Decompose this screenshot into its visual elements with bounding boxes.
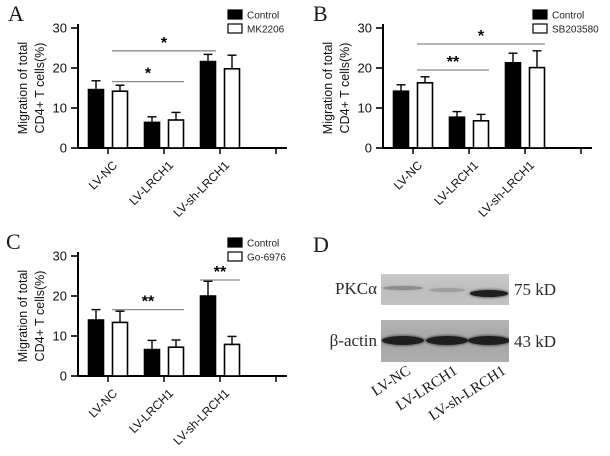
bar-control-lv-lrch1 <box>448 116 466 149</box>
bar-mk2206-lv-sh-lrch1 <box>223 68 241 149</box>
y-axis-label-line2: CD4+ T cells(%) <box>338 43 352 134</box>
blot-band-lv-sh-lrch1 <box>468 336 509 345</box>
legend-label-sb203580: SB203580 <box>552 25 599 36</box>
bar-control-lv-sh-lrch1 <box>199 295 217 377</box>
bar-control-lv-sh-lrch1 <box>504 61 522 149</box>
y-axis-label-line1: Migration of total <box>16 270 30 362</box>
molecular-weight-label-43kd: 43 kD <box>514 332 557 351</box>
bar-control-lv-nc <box>87 319 105 377</box>
panel-d-letter: D <box>313 232 329 257</box>
legend-label-control: Control <box>552 11 584 22</box>
legend-label-go-6976: Go-6976 <box>247 253 286 264</box>
beta-actin-blot-image <box>381 320 509 362</box>
y-tick-label: 20 <box>53 289 67 304</box>
legend-swatch-control <box>227 237 243 248</box>
y-tick-label: 0 <box>365 141 372 156</box>
bar-control-lv-sh-lrch1 <box>199 60 217 149</box>
y-tick-label: 0 <box>60 141 67 156</box>
bar-go-6976-lv-nc <box>111 321 129 377</box>
legend-swatch-go-6976 <box>227 251 243 262</box>
panel-c-letter: C <box>6 229 21 254</box>
x-category-label: LV-sh-LRCH1 <box>171 386 233 448</box>
x-category-label: LV-LRCH1 <box>431 158 481 208</box>
significance-asterisk: ** <box>214 264 227 281</box>
y-tick-label: 30 <box>358 21 372 36</box>
blot-band-lv-nc <box>382 336 424 345</box>
blot-band-lv-nc <box>383 286 423 290</box>
x-category-label: LV-sh-LRCH1 <box>171 158 233 220</box>
bar-mk2206-lv-nc <box>111 90 129 149</box>
bar-control-lv-lrch1 <box>143 121 161 149</box>
x-category-label: LV-sh-LRCH1 <box>476 158 538 220</box>
bar-sb203580-lv-nc <box>416 82 434 149</box>
y-axis-label-line2: CD4+ T cells(%) <box>33 271 47 362</box>
bar-control-lv-nc <box>392 90 410 149</box>
x-category-label: LV-NC <box>391 158 425 192</box>
bar-sb203580-lv-sh-lrch1 <box>528 66 546 149</box>
y-tick-label: 20 <box>358 61 372 76</box>
y-axis-label-line1: Migration of total <box>16 42 30 134</box>
y-tick-label: 10 <box>53 329 67 344</box>
panel-d-western-blot: PKCα 75 kD β-actin 43 kD LV-NC LV-LRCH1 LV… <box>305 228 610 456</box>
x-category-label: LV-NC <box>86 158 120 192</box>
bar-go-6976-lv-sh-lrch1 <box>223 343 241 377</box>
y-tick-label: 20 <box>53 61 67 76</box>
blot-band-lv-lrch1 <box>426 336 468 345</box>
significance-asterisk: ** <box>447 54 460 71</box>
y-tick-label: 10 <box>53 101 67 116</box>
bar-control-lv-lrch1 <box>143 348 161 377</box>
bar-control-lv-nc <box>87 88 105 149</box>
y-axis-label-line1: Migration of total <box>321 42 335 134</box>
pkc-alpha-blot-image <box>381 274 509 305</box>
x-category-label: LV-NC <box>86 386 120 420</box>
molecular-weight-label-75kd: 75 kD <box>514 280 557 299</box>
bar-mk2206-lv-lrch1 <box>167 119 185 149</box>
legend-swatch-mk2206 <box>227 23 243 34</box>
y-tick-label: 0 <box>60 369 67 384</box>
blot-band-lv-sh-lrch1 <box>470 290 508 297</box>
legend-label-control: Control <box>247 11 279 22</box>
panel-b-letter: B <box>313 1 328 26</box>
y-tick-label: 30 <box>53 21 67 36</box>
legend-label-mk2206: MK2206 <box>247 25 285 36</box>
legend-swatch-control <box>532 9 548 20</box>
bar-go-6976-lv-lrch1 <box>167 346 185 377</box>
blot-band-lv-lrch1 <box>429 288 465 292</box>
x-category-label: LV-LRCH1 <box>126 158 176 208</box>
significance-asterisk: * <box>161 35 168 52</box>
y-tick-label: 30 <box>53 249 67 264</box>
panel-a-letter: A <box>8 1 24 26</box>
significance-asterisk: ** <box>142 294 155 311</box>
significance-asterisk: * <box>145 66 152 83</box>
significance-asterisk: * <box>478 28 485 45</box>
bar-sb203580-lv-lrch1 <box>472 120 490 149</box>
blot-protein-label-beta-actin: β-actin <box>329 331 377 350</box>
y-axis-label-line2: CD4+ T cells(%) <box>33 43 47 134</box>
legend-swatch-control <box>227 9 243 20</box>
x-category-label: LV-LRCH1 <box>126 386 176 436</box>
legend-label-control: Control <box>247 239 279 250</box>
legend-swatch-sb203580 <box>532 23 548 34</box>
blot-protein-label-pkc-alpha: PKCα <box>335 279 377 298</box>
y-tick-label: 10 <box>358 101 372 116</box>
